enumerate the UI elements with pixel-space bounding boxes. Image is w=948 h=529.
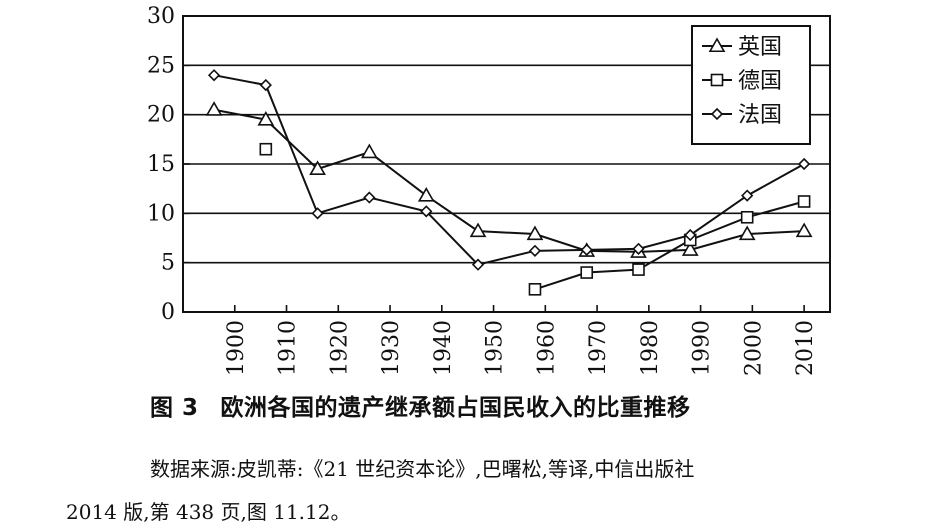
legend-marker-square — [710, 73, 724, 87]
data-point-diamond — [797, 157, 811, 171]
legend-label: 德国 — [738, 69, 782, 94]
data-point-triangle — [738, 225, 756, 241]
x-tick-label: 1970 — [586, 320, 611, 376]
figure-title: 欧洲各国的遗产继承额占国民收入的比重推移 — [220, 395, 691, 421]
x-tick-label: 1930 — [379, 320, 404, 376]
data-point-diamond — [311, 207, 324, 220]
data-point-triangle — [469, 222, 487, 238]
data-point-triangle — [205, 101, 223, 116]
series-line-diamond — [213, 74, 805, 266]
data-point-diamond — [580, 243, 593, 256]
x-tick-label: 1980 — [638, 320, 663, 376]
legend-marker-triangle — [708, 37, 726, 53]
series-line-square — [534, 200, 805, 291]
data-point-diamond — [471, 258, 485, 271]
data-point-diamond — [259, 78, 272, 92]
x-tick-label: 1900 — [224, 320, 249, 376]
figure-number: 图 3 — [150, 395, 199, 421]
data-point-triangle — [526, 225, 544, 241]
data-point-square — [797, 195, 811, 208]
x-tick-label: 2010 — [793, 320, 818, 376]
data-point-diamond — [420, 205, 433, 218]
data-point-diamond — [684, 228, 697, 242]
axes — [182, 15, 831, 313]
data-point-diamond — [363, 191, 376, 204]
series-line-triangle — [213, 108, 805, 253]
legend-marker-diamond — [710, 107, 724, 121]
series-square — [259, 142, 811, 296]
data-point-square — [740, 210, 754, 224]
data-point-square — [632, 263, 645, 276]
data-point-diamond — [528, 244, 542, 257]
y-tick-label: 30 — [147, 4, 175, 29]
data-point-diamond — [741, 189, 754, 202]
y-tick-label: 25 — [147, 53, 175, 78]
data-point-square — [259, 142, 273, 156]
y-axis-tick-labels: 0 5 10 15 20 25 30 — [147, 4, 175, 325]
x-tick-label: 2000 — [741, 320, 766, 376]
data-point-square — [580, 266, 594, 279]
x-tick-label: 1960 — [534, 320, 559, 376]
data-point-triangle — [795, 222, 813, 238]
y-tick-label: 20 — [147, 103, 175, 128]
data-point-triangle — [417, 186, 435, 202]
source-note-line-2: 2014 版,第 438 页,图 11.12。 — [66, 500, 351, 524]
series-triangle — [205, 101, 813, 258]
figure-caption: 图 3 欧洲各国的遗产继承额占国民收入的比重推移 — [150, 388, 691, 422]
x-axis-tick-labels: 1900 1910 1920 1930 1940 1950 1960 1970 1980 1990… — [224, 320, 818, 376]
source-note-line-1: 数据来源:皮凯蒂:《21 世纪资本论》,巴曙松,等译,中信出版社 — [150, 457, 695, 481]
data-point-triangle — [309, 160, 326, 175]
legend-label: 法国 — [738, 103, 782, 128]
series-diamond — [207, 69, 811, 271]
y-tick-label: 0 — [161, 300, 175, 325]
data-point-triangle — [360, 143, 378, 159]
x-tick-label: 1950 — [483, 320, 508, 376]
x-tick-label: 1920 — [327, 320, 352, 376]
data-point-triangle — [257, 110, 275, 126]
data-point-diamond — [632, 242, 645, 255]
legend-label: 英国 — [738, 35, 782, 60]
data-point-square — [528, 283, 542, 296]
y-tick-label: 5 — [161, 251, 175, 276]
series-lines — [205, 69, 813, 296]
data-point-diamond — [207, 69, 221, 82]
y-tick-label: 10 — [147, 201, 175, 226]
x-tick-label: 1990 — [690, 320, 715, 376]
x-tick-label: 1910 — [276, 320, 301, 376]
y-tick-label: 15 — [147, 152, 175, 177]
data-point-triangle — [681, 241, 699, 256]
x-tick-label: 1940 — [431, 320, 456, 376]
line-chart: 0 5 10 15 20 25 30 1900 1910 1920 1930 1940 1950 196… — [147, 4, 831, 376]
